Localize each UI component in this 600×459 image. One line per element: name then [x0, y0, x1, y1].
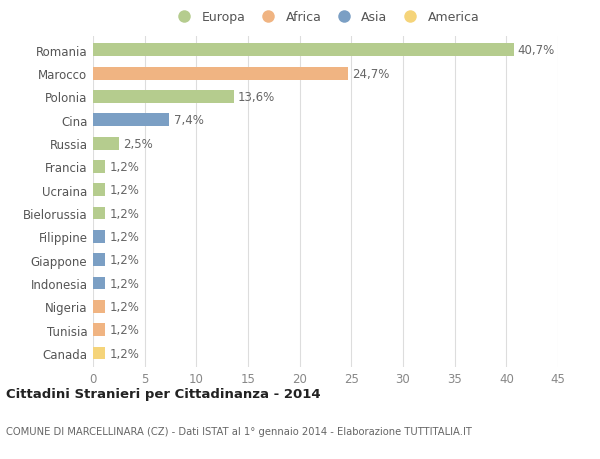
Text: 2,5%: 2,5% [123, 137, 153, 150]
Bar [93, 207, 106, 220]
Text: 1,2%: 1,2% [110, 277, 139, 290]
Text: 40,7%: 40,7% [518, 44, 555, 57]
Text: Cittadini Stranieri per Cittadinanza - 2014: Cittadini Stranieri per Cittadinanza - 2… [6, 387, 320, 400]
Text: 1,2%: 1,2% [110, 184, 139, 197]
Bar [93, 114, 169, 127]
Bar [93, 324, 106, 336]
Bar [93, 347, 106, 360]
Bar [93, 44, 514, 57]
Bar [93, 300, 106, 313]
Bar [93, 230, 106, 243]
Text: 1,2%: 1,2% [110, 324, 139, 336]
Bar [93, 161, 106, 174]
Bar [93, 137, 119, 150]
Text: 1,2%: 1,2% [110, 207, 139, 220]
Text: 1,2%: 1,2% [110, 230, 139, 243]
Bar [93, 67, 348, 80]
Text: 1,2%: 1,2% [110, 300, 139, 313]
Text: 1,2%: 1,2% [110, 254, 139, 267]
Text: 24,7%: 24,7% [352, 67, 390, 80]
Text: 7,4%: 7,4% [173, 114, 203, 127]
Text: COMUNE DI MARCELLINARA (CZ) - Dati ISTAT al 1° gennaio 2014 - Elaborazione TUTTI: COMUNE DI MARCELLINARA (CZ) - Dati ISTAT… [6, 426, 472, 436]
Bar [93, 91, 233, 104]
Text: 1,2%: 1,2% [110, 161, 139, 174]
Text: 1,2%: 1,2% [110, 347, 139, 360]
Bar [93, 254, 106, 267]
Bar [93, 184, 106, 197]
Bar [93, 277, 106, 290]
Text: 13,6%: 13,6% [238, 91, 275, 104]
Legend: Europa, Africa, Asia, America: Europa, Africa, Asia, America [172, 11, 479, 24]
